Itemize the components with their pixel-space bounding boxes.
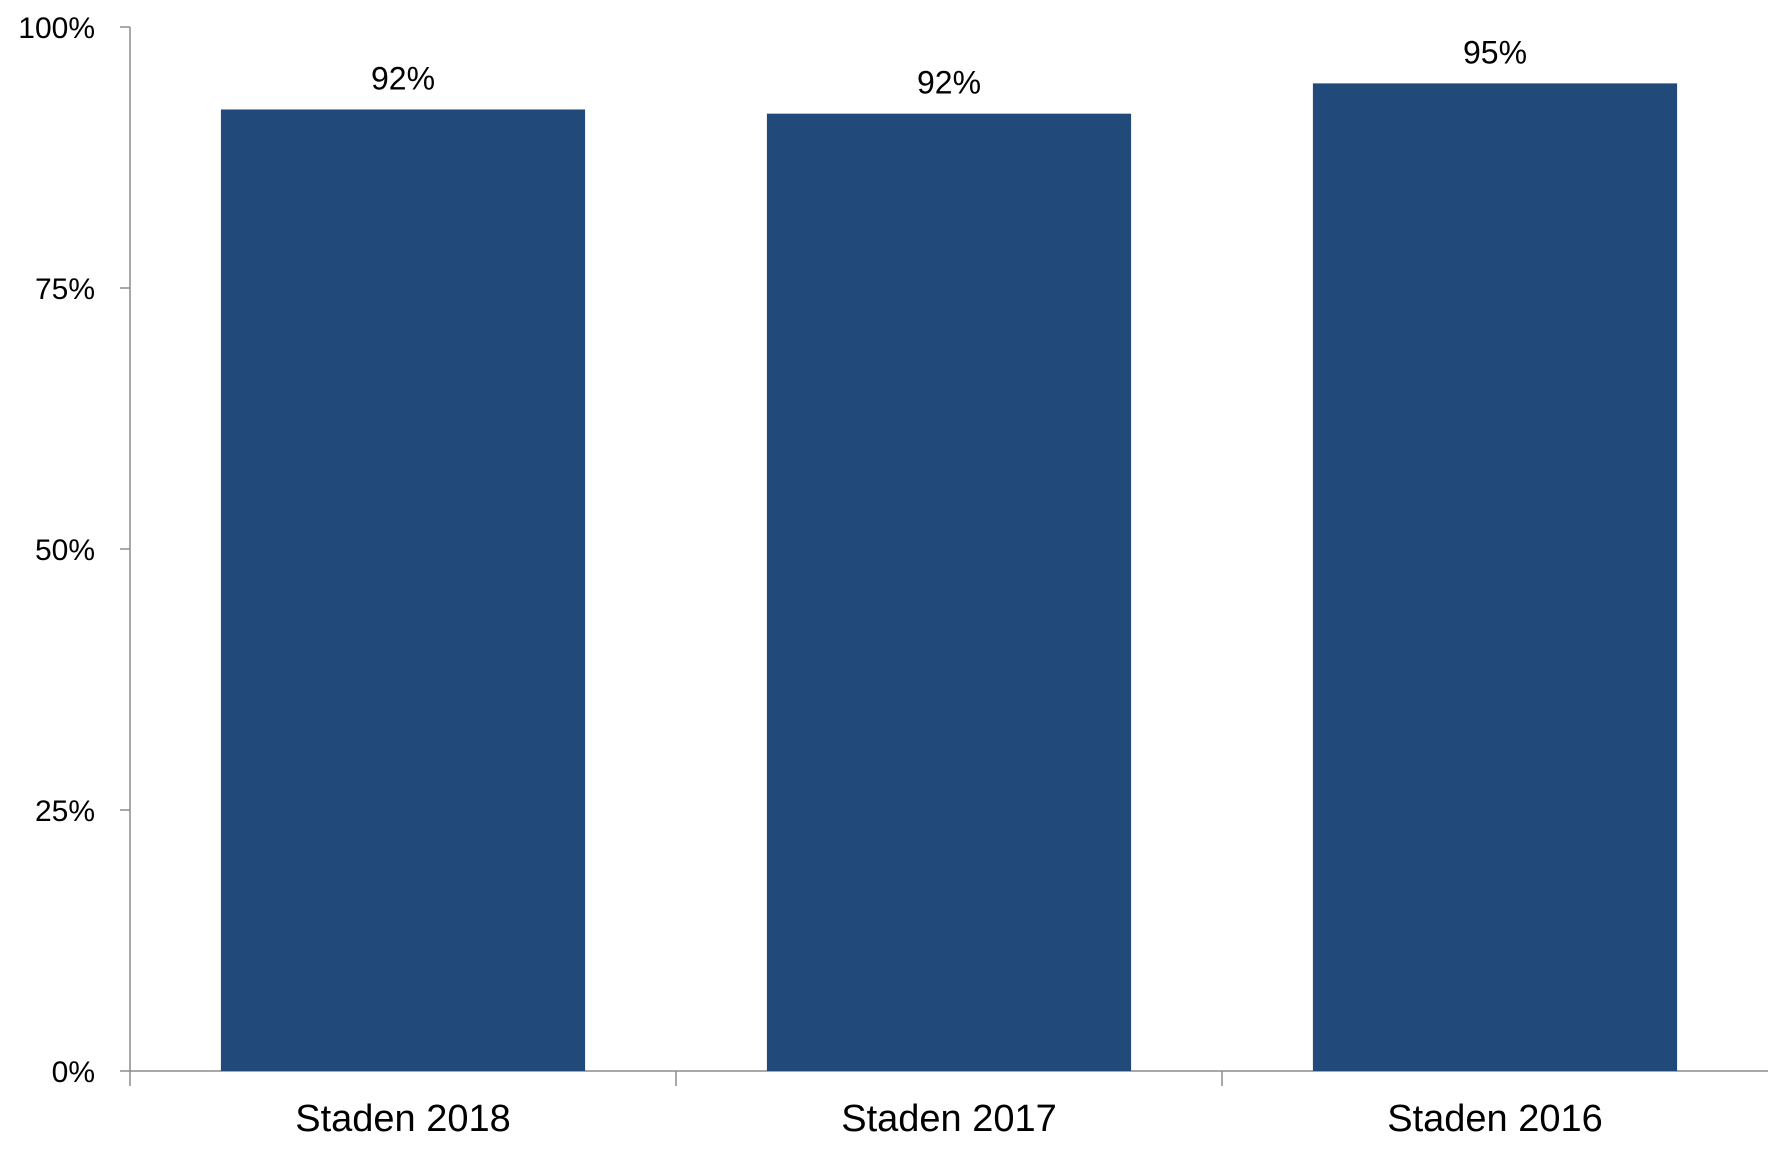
y-tick-label: 75% (35, 273, 95, 306)
data-label: 95% (1463, 34, 1527, 70)
x-category-label: Staden 2017 (841, 1098, 1057, 1140)
y-tick-label: 100% (18, 12, 95, 45)
y-axis: 0% 25% 50% 75% 100% (18, 12, 131, 1089)
data-labels: 92% 92% 95% (371, 34, 1527, 100)
bars (220, 83, 1678, 1072)
data-label: 92% (917, 65, 981, 101)
y-tick-label: 50% (35, 534, 95, 567)
bar-staden-2018 (220, 109, 586, 1071)
data-label: 92% (371, 60, 435, 96)
bar-staden-2017 (766, 113, 1132, 1072)
x-category-label: Staden 2016 (1387, 1098, 1603, 1140)
x-axis: Staden 2018 Staden 2017 Staden 2016 (129, 1070, 1768, 1140)
bar-staden-2016 (1312, 83, 1678, 1072)
y-tick-label: 25% (35, 795, 95, 828)
y-tick-label: 0% (52, 1056, 95, 1089)
x-category-label: Staden 2018 (295, 1098, 511, 1140)
